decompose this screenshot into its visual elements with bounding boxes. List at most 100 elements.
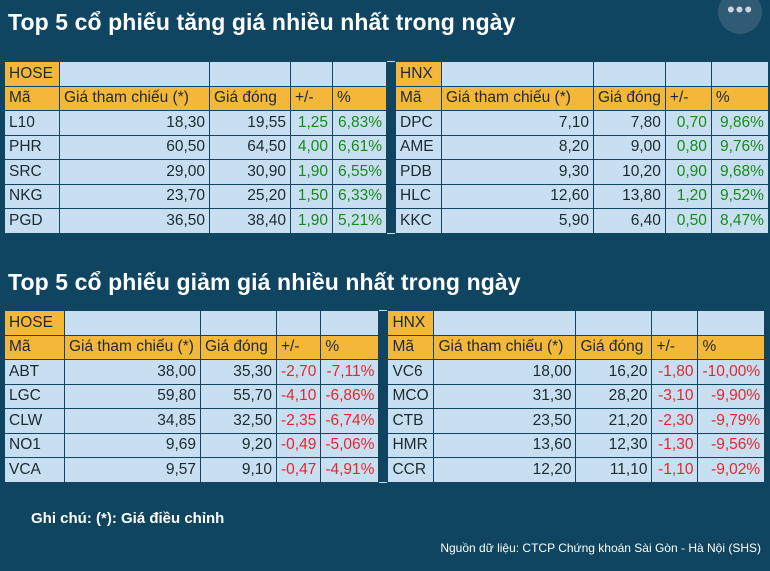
table-row: CLW 34,85 32,50 -2,35 -6,74% CTB 23,50 21,20 -2,… <box>4 408 766 434</box>
ticker-cell: NKG <box>4 183 60 209</box>
percent-cell: 9,52% <box>710 183 769 209</box>
column-gap <box>386 159 396 184</box>
hose-column-header: % <box>332 85 387 111</box>
column-gap <box>378 457 389 482</box>
percent-cell: 6,61% <box>332 134 387 160</box>
exchange-row: HOSE HNX <box>4 310 766 336</box>
close-price-cell: 28,20 <box>575 383 653 409</box>
close-price-cell: 12,30 <box>575 432 653 458</box>
percent-cell: -10,00% <box>697 359 766 385</box>
ticker-cell: MCO <box>387 383 435 409</box>
ticker-cell: ABT <box>4 359 65 385</box>
column-gap <box>378 359 389 384</box>
hose-column-header: % <box>320 334 380 360</box>
hnx-column-header: Mã <box>387 334 435 360</box>
change-cell: 1,50 <box>290 183 333 209</box>
losers-table: HOSE HNX Mã Giá tham chiếu (*) Giá đóng +/-% M… <box>4 310 766 483</box>
percent-cell: 6,55% <box>332 159 387 185</box>
change-cell: -2,70 <box>275 359 322 385</box>
close-price-cell: 6,40 <box>593 208 666 234</box>
ticker-cell: HLC <box>395 183 442 209</box>
close-price-cell: 64,50 <box>209 134 291 160</box>
change-cell: -1,10 <box>651 457 699 483</box>
reference-price-cell: 60,50 <box>59 134 210 160</box>
table-row: PHR 60,50 64,50 4,00 6,61% AME 8,20 9,00 0,80 9,7… <box>4 134 769 160</box>
hnx-exchange-filler <box>593 61 666 87</box>
hose-column-header: Mã <box>4 334 65 360</box>
ticker-cell: HMR <box>387 432 435 458</box>
percent-cell: -9,79% <box>697 408 766 434</box>
hnx-column-header: Mã <box>395 85 442 111</box>
ticker-cell: NO1 <box>4 432 65 458</box>
hose-column-header: +/- <box>275 334 322 360</box>
close-price-cell: 16,20 <box>575 359 653 385</box>
reference-price-cell: 31,30 <box>433 383 577 409</box>
hnx-exchange-filler <box>441 61 594 87</box>
ticker-cell: VC6 <box>387 359 435 385</box>
close-price-cell: 30,90 <box>209 159 291 185</box>
percent-cell: 6,33% <box>332 183 387 209</box>
percent-cell: 5,21% <box>332 208 387 234</box>
hose-exchange-filler <box>59 61 210 87</box>
gainers-table: HOSE HNX Mã Giá tham chiếu (*) Giá đóng +/-% M… <box>4 61 769 234</box>
change-cell: 1,25 <box>290 110 333 136</box>
reference-price-cell: 13,60 <box>433 432 577 458</box>
close-price-cell: 38,40 <box>209 208 291 234</box>
table-row: ABT 38,00 35,30 -2,70 -7,11% VC6 18,00 16,20 -1,… <box>4 359 766 385</box>
hose-exchange-filler <box>320 310 380 336</box>
change-cell: 0,50 <box>664 208 712 234</box>
percent-cell: 9,86% <box>710 110 769 136</box>
reference-price-cell: 5,90 <box>441 208 594 234</box>
hnx-column-header: Giá đóng <box>593 85 666 111</box>
gainers-body: HOSE HNX Mã Giá tham chiếu (*) Giá đóng +/-% M… <box>4 61 769 234</box>
reference-price-cell: 7,10 <box>441 110 594 136</box>
hnx-exchange-filler <box>651 310 699 336</box>
column-gap <box>386 135 396 160</box>
reference-price-cell: 12,60 <box>441 183 594 209</box>
title-losers: Top 5 cổ phiếu giảm giá nhiều nhất trong… <box>8 269 521 295</box>
percent-cell: 8,47% <box>710 208 769 234</box>
hnx-exchange-label: HNX <box>387 310 435 336</box>
ticker-cell: VCA <box>4 457 65 483</box>
hose-exchange-filler <box>275 310 322 336</box>
column-gap <box>386 208 396 233</box>
hose-exchange-filler <box>200 310 277 336</box>
change-cell: -2,30 <box>651 408 699 434</box>
close-price-cell: 35,30 <box>200 359 277 385</box>
source-text: Nguồn dữ liệu: CTCP Chứng khoán Sài Gòn … <box>440 541 761 555</box>
note-text: Ghi chú: (*): Giá điều chỉnh <box>31 510 225 527</box>
change-cell: 1,90 <box>290 159 333 185</box>
hnx-column-header: Giá đóng <box>575 334 653 360</box>
hnx-exchange-label: HNX <box>395 61 442 87</box>
hose-column-header: Giá tham chiếu (*) <box>64 334 201 360</box>
change-cell: -1,80 <box>651 359 699 385</box>
table-row: NO1 9,69 9,20 -0,49 -5,06% HMR 13,60 12,30 -1,30… <box>4 432 766 458</box>
close-price-cell: 9,20 <box>200 432 277 458</box>
ticker-cell: PHR <box>4 134 60 160</box>
percent-cell: 9,68% <box>710 159 769 185</box>
reference-price-cell: 18,30 <box>59 110 210 136</box>
close-price-cell: 9,00 <box>593 134 666 160</box>
hose-exchange-label: HOSE <box>4 310 65 336</box>
table-row: SRC 29,00 30,90 1,90 6,55% PDB 9,30 10,20 0,90 9,… <box>4 159 769 185</box>
percent-cell: -6,74% <box>320 408 380 434</box>
change-cell: 0,80 <box>664 134 712 160</box>
close-price-cell: 9,10 <box>200 457 277 483</box>
hnx-column-header: Giá tham chiếu (*) <box>441 85 594 111</box>
ticker-cell: CCR <box>387 457 435 483</box>
reference-price-cell: 9,57 <box>64 457 201 483</box>
change-cell: -4,10 <box>275 383 322 409</box>
more-options-button[interactable]: ••• <box>718 0 762 34</box>
table-row: NKG 23,70 25,20 1,50 6,33% HLC 12,60 13,80 1,20 9… <box>4 183 769 209</box>
percent-cell: -6,86% <box>320 383 380 409</box>
percent-cell: -9,56% <box>697 432 766 458</box>
percent-cell: 9,76% <box>710 134 769 160</box>
change-cell: -1,30 <box>651 432 699 458</box>
reference-price-cell: 34,85 <box>64 408 201 434</box>
table-row: LGC 59,80 55,70 -4,10 -6,86% MCO 31,30 28,20 -3,… <box>4 383 766 409</box>
ticker-cell: DPC <box>395 110 442 136</box>
hose-exchange-filler <box>64 310 201 336</box>
close-price-cell: 10,20 <box>593 159 666 185</box>
change-cell: 4,00 <box>290 134 333 160</box>
ticker-cell: CTB <box>387 408 435 434</box>
